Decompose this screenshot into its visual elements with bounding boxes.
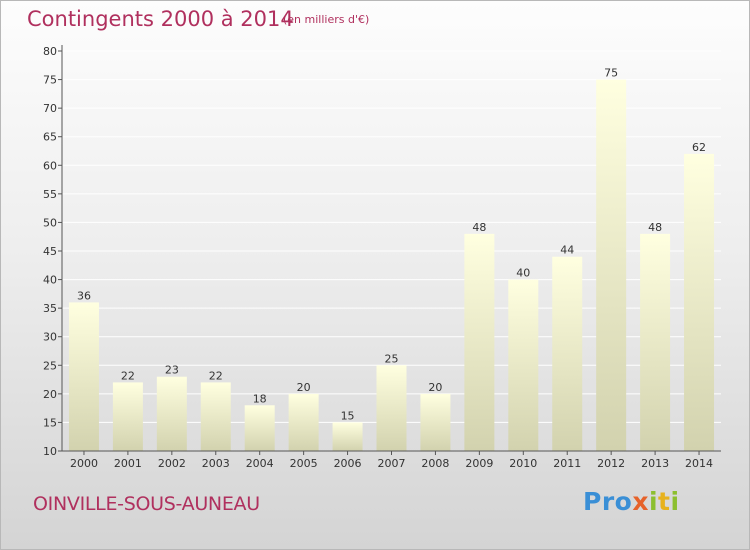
data-label: 20 (428, 381, 442, 394)
x-tick-label: 2007 (378, 457, 406, 470)
y-tick-label: 75 (43, 74, 57, 87)
data-label: 75 (604, 67, 618, 80)
bar (684, 153, 715, 451)
data-label: 62 (692, 141, 706, 154)
x-tick-label: 2009 (465, 457, 493, 470)
data-label: 22 (209, 369, 223, 382)
logo-part: Pro (583, 487, 633, 516)
data-label: 40 (516, 267, 530, 280)
commune-name: OINVILLE-SOUS-AUNEAU (33, 493, 260, 515)
x-tick-label: 2008 (421, 457, 449, 470)
x-tick-label: 2013 (641, 457, 669, 470)
x-tick-label: 2010 (509, 457, 537, 470)
data-label: 48 (648, 221, 662, 234)
x-tick-label: 2001 (114, 457, 142, 470)
chart-subtitle: (en milliers d'€) (283, 13, 370, 26)
data-label: 18 (253, 392, 267, 405)
x-tick-label: 2004 (246, 457, 274, 470)
x-tick-label: 2011 (553, 457, 581, 470)
bar (200, 382, 231, 451)
y-tick-label: 70 (43, 102, 57, 115)
bar (640, 233, 671, 451)
data-label: 23 (165, 364, 179, 377)
data-label: 44 (560, 244, 574, 257)
x-tick-label: 2012 (597, 457, 625, 470)
logo-part: x (632, 487, 649, 516)
bar (288, 393, 319, 451)
data-label: 22 (121, 369, 135, 382)
bar (552, 256, 583, 451)
data-label: 36 (77, 289, 91, 302)
bar (376, 365, 407, 451)
y-tick-label: 20 (43, 388, 57, 401)
y-tick-label: 35 (43, 302, 57, 315)
logo-part: i (670, 487, 680, 516)
x-tick-label: 2014 (685, 457, 713, 470)
logo-part: t (658, 487, 671, 516)
x-tick-label: 2003 (202, 457, 230, 470)
y-tick-label: 45 (43, 245, 57, 258)
x-tick-label: 2005 (290, 457, 318, 470)
logo-part: i (648, 487, 659, 516)
x-tick-label: 2002 (158, 457, 186, 470)
bar (508, 279, 539, 451)
x-tick-label: 2006 (334, 457, 362, 470)
proxiti-logo: Proxiti (583, 487, 680, 516)
data-label: 15 (341, 409, 355, 422)
bar (464, 233, 495, 451)
y-tick-label: 10 (43, 445, 57, 458)
bar (332, 422, 363, 451)
bar (420, 393, 451, 451)
bar (244, 405, 275, 451)
y-tick-label: 80 (43, 45, 57, 58)
y-tick-label: 60 (43, 159, 57, 172)
axes (58, 45, 721, 455)
bar (68, 302, 99, 451)
y-tick-label: 30 (43, 331, 57, 344)
data-label: 20 (297, 381, 311, 394)
y-tick-label: 50 (43, 216, 57, 229)
y-tick-label: 55 (43, 188, 57, 201)
y-tick-label: 15 (43, 416, 57, 429)
y-tick-label: 65 (43, 131, 57, 144)
bars (68, 79, 715, 452)
data-label: 48 (472, 221, 486, 234)
y-tick-label: 40 (43, 274, 57, 287)
bar (156, 376, 187, 451)
x-tick-label: 2000 (70, 457, 98, 470)
chart-title: Contingents 2000 à 2014 (27, 7, 294, 31)
bar (112, 382, 143, 451)
bar (596, 79, 627, 452)
y-tick-label: 25 (43, 359, 57, 372)
data-label: 25 (385, 352, 399, 365)
labels: 10 15 20 25 30 35 40 45 50 55 60 65 70 75 80 36 2000 22 20… (43, 45, 713, 470)
